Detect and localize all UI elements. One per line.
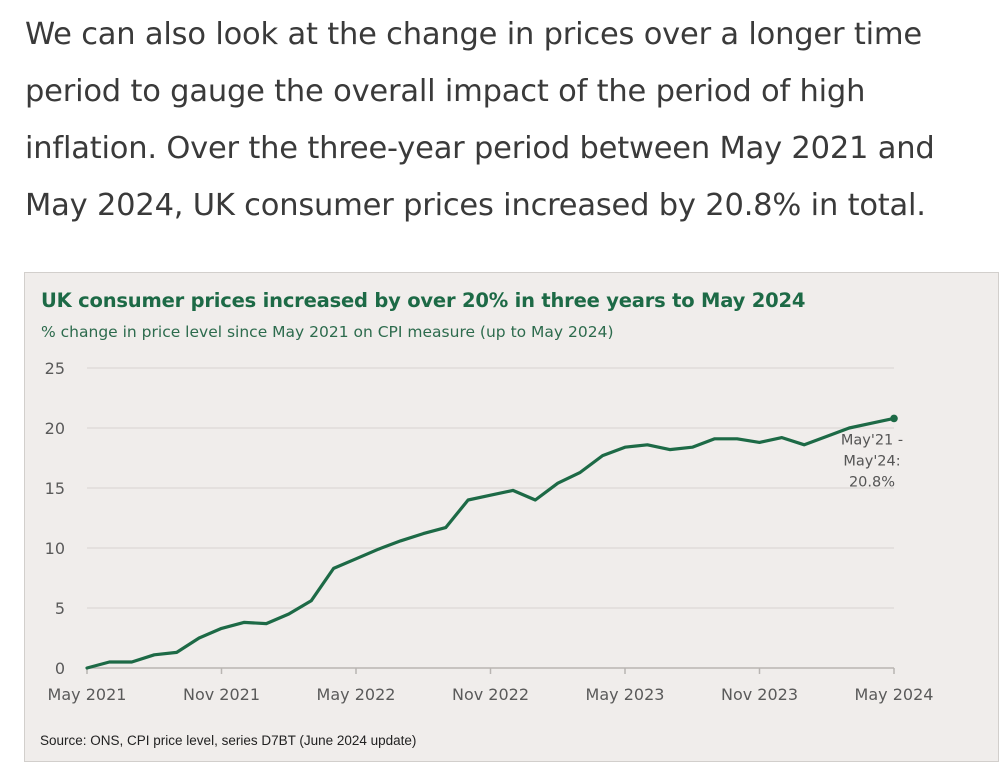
annotation-label: 20.8% (849, 474, 895, 490)
annotation-label: May'21 - (841, 432, 903, 448)
x-tick-label: May 2021 (48, 685, 127, 704)
y-tick-label: 20 (45, 419, 65, 438)
chart-subtitle: % change in price level since May 2021 o… (41, 323, 614, 341)
y-tick-label: 15 (45, 479, 65, 498)
y-tick-label: 5 (55, 599, 65, 618)
y-tick-label: 10 (45, 539, 65, 558)
annotation-label: May'24: (843, 453, 900, 469)
x-tick-label: May 2023 (586, 685, 665, 704)
x-tick-label: Nov 2021 (183, 685, 260, 704)
chart-title: UK consumer prices increased by over 20%… (41, 289, 806, 312)
line-chart: 0 5 10 15 20 25 May 2021 Nov 2021 May 2022 Nov 20… (45, 359, 934, 704)
series-line (85, 416, 896, 670)
x-tick-label: Nov 2023 (721, 685, 798, 704)
x-tick-label: May 2024 (855, 685, 934, 704)
chart-panel: UK consumer prices increased by over 20%… (24, 272, 999, 762)
x-tick-label: Nov 2022 (452, 685, 529, 704)
chart-source: Source: ONS, CPI price level, series D7B… (40, 733, 417, 748)
y-tick-label: 25 (45, 359, 65, 378)
y-tick-label: 0 (55, 659, 65, 678)
article-paragraph: We can also look at the change in prices… (25, 17, 935, 223)
end-point-marker (890, 414, 898, 423)
x-tick-label: May 2022 (317, 685, 396, 704)
